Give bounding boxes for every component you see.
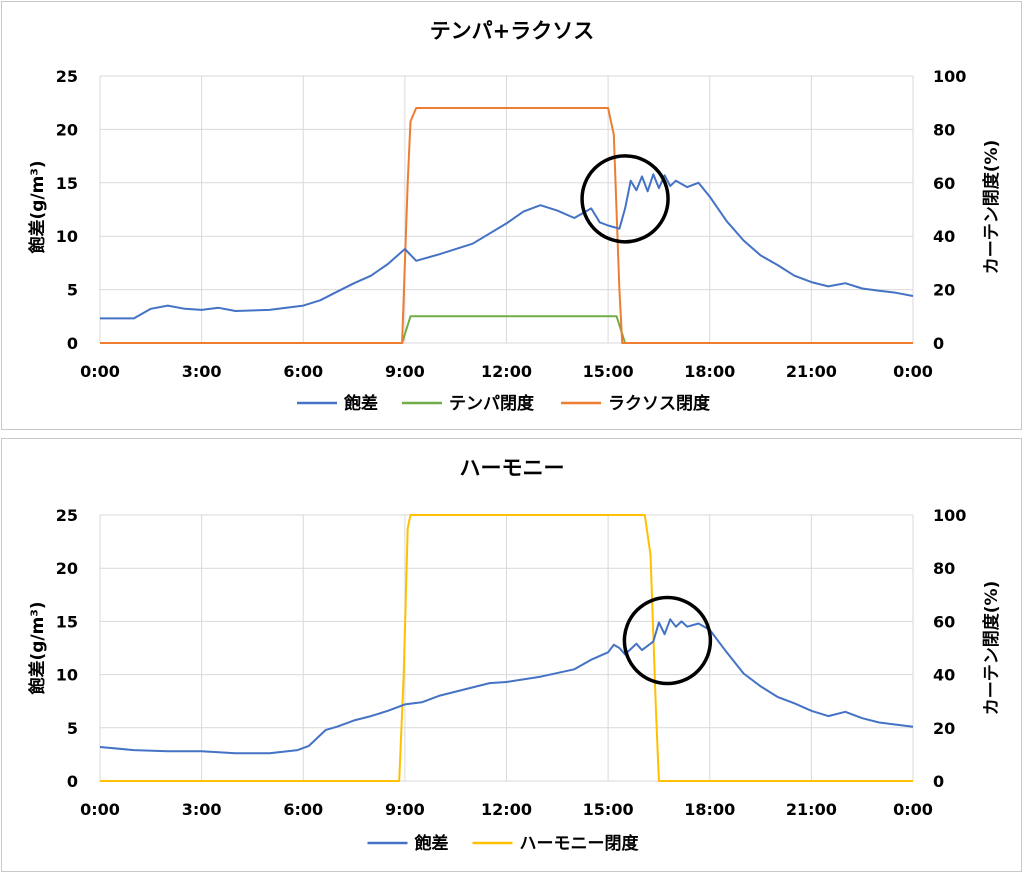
x-tick-label: 12:00 — [481, 362, 532, 381]
chart-title: テンパ+ラクソス — [430, 19, 595, 43]
y2-axis-ticks: 0 20 40 60 80 100 — [933, 506, 966, 791]
y-tick-label: 15 — [56, 174, 78, 193]
x-tick-label: 6:00 — [283, 362, 323, 381]
y2-tick-label: 20 — [933, 281, 955, 300]
x-tick-label: 0:00 — [80, 362, 120, 381]
chart-svg-1: テンパ+ラクソス 0 5 10 15 20 25 0 20 40 60 80 100 0:00 3:0… — [27, 19, 1002, 414]
y-axis-ticks: 0 5 10 15 20 25 — [56, 67, 78, 353]
x-tick-label: 0:00 — [893, 800, 933, 819]
y2-tick-label: 0 — [933, 772, 944, 791]
y2-tick-label: 0 — [933, 334, 944, 353]
y-axis-ticks: 0 5 10 15 20 25 — [56, 506, 78, 791]
x-tick-label: 3:00 — [182, 800, 222, 819]
x-tick-label: 18:00 — [684, 800, 735, 819]
series-line — [100, 173, 914, 320]
y2-tick-label: 40 — [933, 227, 955, 246]
y-tick-label: 5 — [67, 281, 78, 300]
highlight-circle — [622, 595, 713, 686]
y2-tick-label: 20 — [933, 719, 955, 738]
x-tick-label: 12:00 — [481, 800, 532, 819]
chart-svg-2: ハーモニー 0 5 10 15 20 25 0 20 40 60 80 100 0:00 3:00 6:… — [27, 456, 1002, 854]
x-tick-label: 15:00 — [583, 800, 634, 819]
x-tick-label: 18:00 — [684, 362, 735, 381]
y-axis-title: 飽差(g/m³) — [27, 601, 48, 695]
y-tick-label: 20 — [56, 120, 78, 139]
y-tick-label: 0 — [67, 334, 78, 353]
y2-tick-label: 60 — [933, 612, 955, 631]
x-tick-label: 21:00 — [786, 800, 837, 819]
y2-axis-title: カーテン閉度(%) — [981, 140, 1002, 275]
legend-label: テンパ閉度 — [449, 393, 535, 414]
legend-label: 飽差 — [343, 393, 378, 414]
legend-label: 飽差 — [414, 833, 449, 854]
gridlines — [99, 514, 914, 782]
y2-tick-label: 100 — [933, 67, 966, 86]
y2-axis-title: カーテン閉度(%) — [981, 581, 1002, 716]
series-lines — [99, 514, 914, 782]
gridlines — [99, 75, 914, 344]
x-tick-label: 15:00 — [583, 362, 634, 381]
y-axis-title: 飽差(g/m³) — [27, 160, 48, 254]
legend-label: ハーモニー閉度 — [520, 833, 640, 854]
legend-label: ラクソス閉度 — [608, 393, 711, 414]
y2-tick-label: 80 — [933, 559, 955, 578]
series-line — [100, 514, 913, 782]
annotations — [622, 595, 713, 686]
y-tick-label: 20 — [56, 559, 78, 578]
x-tick-label: 3:00 — [182, 362, 222, 381]
x-tick-label: 21:00 — [786, 362, 837, 381]
x-tick-label: 0:00 — [80, 800, 120, 819]
y2-tick-label: 100 — [933, 506, 966, 525]
y-tick-label: 0 — [67, 772, 78, 791]
x-axis-ticks: 0:00 3:00 6:00 9:00 12:00 15:00 18:00 21:00 0:00 — [80, 362, 933, 381]
y-tick-label: 25 — [56, 506, 78, 525]
y2-tick-label: 60 — [933, 174, 955, 193]
y2-axis-ticks: 0 20 40 60 80 100 — [933, 67, 966, 353]
series-line — [100, 107, 913, 344]
series-line — [99, 618, 914, 755]
y-tick-label: 15 — [56, 612, 78, 631]
y-tick-label: 5 — [67, 719, 78, 738]
annotations — [580, 154, 670, 244]
chart-panel-harmony: ハーモニー 0 5 10 15 20 25 0 20 40 60 80 100 0:00 3:00 6:… — [1, 438, 1022, 872]
legend: 飽差 テンパ閉度 ラクソス閉度 — [297, 393, 711, 414]
highlight-circle — [580, 154, 670, 244]
y-tick-label: 10 — [56, 666, 78, 685]
series-lines — [100, 107, 914, 344]
y-tick-label: 10 — [56, 227, 78, 246]
y2-tick-label: 80 — [933, 120, 955, 139]
x-tick-label: 6:00 — [283, 800, 323, 819]
legend: 飽差 ハーモニー閉度 — [367, 833, 640, 854]
chart-title: ハーモニー — [460, 456, 565, 480]
y2-tick-label: 40 — [933, 666, 955, 685]
x-tick-label: 9:00 — [385, 362, 425, 381]
chart-panel-tempa-laxos: テンパ+ラクソス 0 5 10 15 20 25 0 20 40 60 80 100 0:00 3:0… — [1, 1, 1022, 430]
y-tick-label: 25 — [56, 67, 78, 86]
x-tick-label: 9:00 — [385, 800, 425, 819]
x-tick-label: 0:00 — [893, 362, 933, 381]
x-axis-ticks: 0:00 3:00 6:00 9:00 12:00 15:00 18:00 21:00 0:00 — [80, 800, 933, 819]
